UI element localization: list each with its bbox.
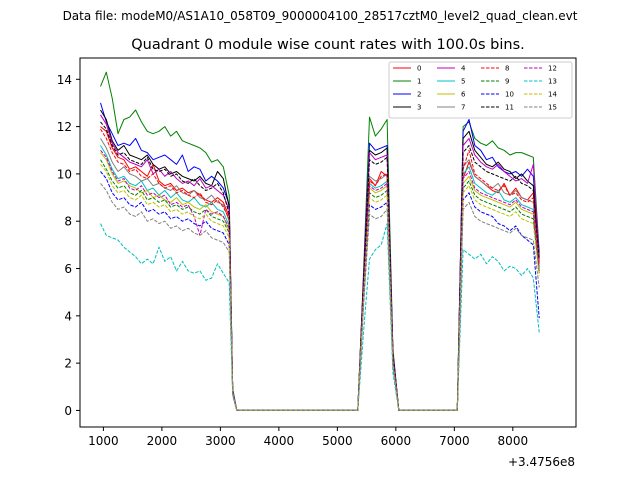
chart-title: Quadrant 0 module wise count rates with … [131,37,525,53]
series-line-15 [100,183,540,411]
legend-box [388,61,573,119]
series-line-6 [100,152,540,411]
x-offset-label: +3.4756e8 [508,455,575,469]
legend-label-12: 12 [548,65,557,73]
y-tick-label-6: 6 [64,262,72,276]
legend-label-6: 6 [461,91,466,99]
series-layer [100,71,540,411]
x-tick-label-4000: 4000 [264,434,295,448]
series-line-11 [100,121,540,411]
series-line-10 [100,171,540,411]
legend-label-15: 15 [548,104,557,112]
y-tick-label-2: 2 [64,357,72,371]
x-axis: 1000 2000 3000 4000 5000 6000 7000 8000 [88,427,528,448]
x-tick-label-5000: 5000 [322,434,353,448]
series-line-9 [100,159,540,411]
series-line-12 [100,149,540,411]
y-tick-label-8: 8 [64,215,72,229]
y-tick-label-0: 0 [64,404,72,418]
x-tick-label-3000: 3000 [205,434,236,448]
legend-label-5: 5 [461,78,465,86]
y-axis: 0 2 4 6 8 10 12 14 [57,73,80,418]
x-tick-label-8000: 8000 [498,434,529,448]
legend-label-14: 14 [548,91,557,99]
x-tick-label-6000: 6000 [381,434,412,448]
figure-suptitle: Data file: modeM0/AS1A10_058T09_90000041… [63,9,578,23]
series-line-2 [100,102,540,411]
x-tick-label-1000: 1000 [88,434,119,448]
legend-label-2: 2 [417,91,421,99]
legend-label-3: 3 [417,104,421,112]
legend-label-4: 4 [461,65,466,73]
y-tick-label-14: 14 [57,73,72,87]
plot-frame [79,57,577,428]
legend-label-8: 8 [505,65,509,73]
series-line-3 [100,109,540,411]
legend-label-13: 13 [548,78,557,86]
y-tick-label-12: 12 [57,120,72,134]
y-tick-label-10: 10 [57,167,72,181]
legend-label-9: 9 [505,78,509,86]
x-tick-label-7000: 7000 [439,434,470,448]
legend-label-10: 10 [505,91,514,99]
y-tick-label-4: 4 [64,309,72,323]
legend-label-1: 1 [417,78,421,86]
series-line-13 [100,223,540,411]
legend-label-11: 11 [505,104,514,112]
legend-label-0: 0 [417,65,421,73]
x-tick-label-2000: 2000 [147,434,178,448]
series-line-1 [100,71,540,411]
legend-label-7: 7 [461,104,465,112]
